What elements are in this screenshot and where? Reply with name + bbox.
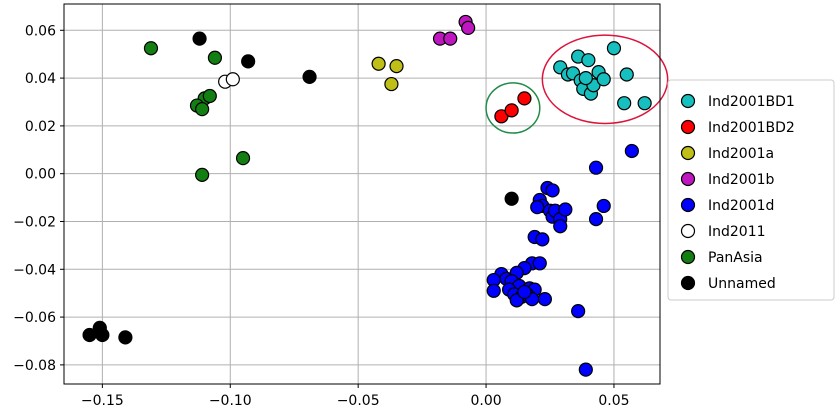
data-point — [241, 54, 256, 69]
data-point — [517, 284, 532, 300]
legend-marker — [680, 275, 696, 291]
legend-label: Ind2001a — [708, 146, 774, 162]
x-tick-label: −0.10 — [209, 393, 252, 409]
data-point — [596, 72, 611, 87]
data-point — [553, 219, 568, 234]
legend-item: Ind2001b — [680, 171, 775, 188]
data-point — [619, 67, 634, 82]
y-tick-label: −0.04 — [13, 262, 56, 278]
data-point — [578, 362, 593, 377]
legend-label: Ind2011 — [708, 224, 766, 240]
legend-marker — [680, 93, 696, 109]
data-point — [637, 96, 652, 111]
y-tick-label: −0.08 — [13, 358, 56, 374]
data-point — [588, 160, 604, 175]
series-ind2011 — [218, 72, 240, 89]
data-point — [389, 59, 404, 74]
data-point — [581, 53, 596, 68]
data-point — [596, 198, 611, 214]
legend: Ind2001BD1 Ind2001BD2 Ind2001a Ind2001b Ind2… — [667, 79, 835, 301]
series-ind2001a — [371, 56, 404, 92]
y-tick-label: 0.04 — [25, 71, 56, 87]
legend-item: Unnamed — [680, 275, 776, 292]
data-point — [606, 41, 622, 56]
annotation-ellipse-1 — [485, 82, 541, 134]
data-point — [558, 202, 573, 217]
y-axis-ticks: −0.08 −0.06 −0.04 −0.02 0.00 0.02 0.04 0.06 — [13, 23, 64, 374]
legend-label: Ind2001b — [708, 172, 775, 188]
data-point — [207, 50, 223, 65]
data-point — [302, 69, 317, 84]
y-tick-label: 0.02 — [25, 119, 56, 135]
legend-marker — [680, 197, 696, 213]
data-point — [118, 330, 133, 345]
y-tick-label: −0.02 — [13, 214, 56, 230]
data-point — [545, 183, 560, 198]
data-point — [384, 76, 399, 92]
legend-label: Ind2001d — [708, 198, 774, 214]
data-point — [443, 31, 458, 46]
legend-label: Unnamed — [708, 276, 776, 292]
annotation-ellipse-0 — [541, 34, 669, 125]
data-point — [202, 88, 217, 104]
legend-marker — [680, 223, 696, 239]
legend-box — [667, 79, 835, 301]
series-ind2001d — [486, 143, 639, 377]
data-point — [617, 96, 632, 111]
data-point — [588, 211, 604, 227]
y-tick-label: 0.06 — [25, 23, 56, 39]
legend-label: Ind2001BD2 — [708, 120, 795, 136]
series-panasia — [143, 41, 251, 182]
data-point — [95, 327, 110, 343]
series-ind2001b — [432, 14, 476, 46]
data-point — [532, 256, 547, 271]
data-point — [517, 91, 532, 106]
data-point — [143, 41, 159, 56]
x-axis-ticks: −0.15 −0.10 −0.05 0.00 0.05 — [81, 384, 630, 409]
legend-marker — [680, 249, 696, 265]
data-point — [624, 143, 639, 159]
data-point — [537, 292, 552, 307]
data-point — [535, 232, 550, 247]
y-tick-label: 0.00 — [25, 167, 56, 183]
plot-frame — [63, 3, 661, 385]
data-point — [195, 102, 210, 117]
legend-item: Ind2001BD1 — [680, 93, 795, 110]
data-point — [571, 304, 586, 319]
data-point — [371, 56, 386, 71]
series-unnamed — [82, 31, 519, 345]
data-point — [530, 200, 545, 215]
x-tick-label: −0.15 — [81, 393, 124, 409]
data-point — [486, 283, 501, 298]
data-point — [504, 103, 519, 118]
legend-item: Ind2001BD2 — [680, 119, 795, 136]
data-point — [225, 72, 240, 87]
legend-label: Ind2001BD1 — [708, 94, 795, 110]
series-ind2001bd1 — [553, 41, 652, 111]
data-point — [235, 151, 251, 166]
data-point — [504, 191, 519, 206]
legend-item: Ind2001d — [680, 197, 774, 214]
annotation-group — [485, 34, 669, 134]
legend-item: Ind2001a — [680, 145, 774, 162]
data-point — [461, 20, 476, 35]
data-point — [578, 70, 593, 86]
legend-item: PanAsia — [680, 249, 763, 266]
x-tick-label: 0.05 — [598, 393, 629, 409]
data-point — [192, 31, 207, 46]
series-ind2001bd2 — [494, 91, 532, 124]
legend-marker — [680, 119, 696, 135]
legend-label: PanAsia — [708, 250, 763, 266]
data-point — [195, 167, 210, 182]
grid — [64, 4, 660, 384]
x-tick-label: 0.00 — [470, 393, 501, 409]
scatter-points — [82, 14, 652, 377]
legend-marker — [680, 145, 696, 161]
legend-marker — [680, 171, 696, 187]
legend-item: Ind2011 — [680, 223, 766, 240]
y-tick-label: −0.06 — [13, 310, 56, 326]
x-tick-label: −0.05 — [337, 393, 380, 409]
